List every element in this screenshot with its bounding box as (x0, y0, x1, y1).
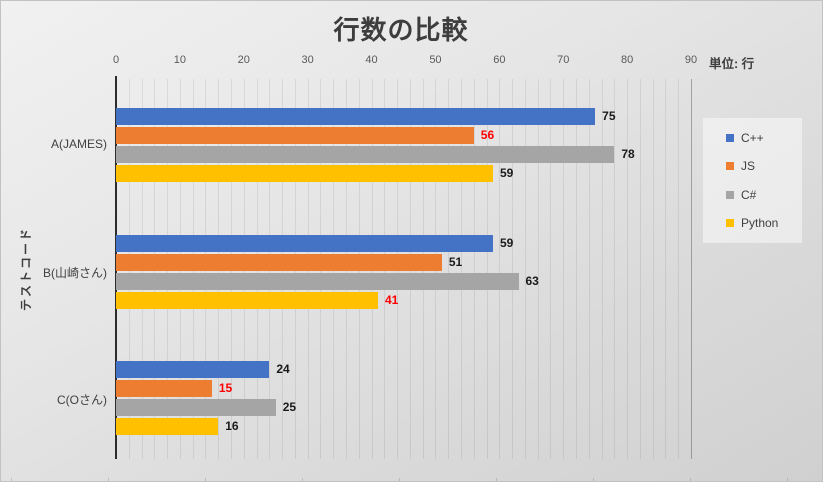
minor-gridline (588, 79, 590, 459)
value-axis-tick-label: 70 (557, 54, 570, 66)
data-label: 56 (480, 128, 495, 142)
bar-c-2[interactable] (116, 399, 276, 417)
unit-label: 単位: 行 (709, 57, 755, 71)
data-label: 59 (499, 166, 514, 180)
minor-gridline (691, 79, 692, 459)
bar-python-0[interactable] (116, 165, 493, 182)
value-axis-tick-label: 20 (237, 54, 250, 66)
worksheet-gridline-tick (593, 478, 594, 481)
minor-gridline (665, 79, 667, 459)
minor-gridline (550, 79, 552, 459)
bar-python-2[interactable] (116, 418, 219, 436)
plot-area: 75 56 78 59 59 51 63 41 24 15 25 16 (115, 76, 698, 459)
legend-marker-icon (726, 162, 734, 171)
minor-gridline (601, 79, 603, 459)
minor-gridline (563, 79, 565, 459)
legend-marker-icon (726, 218, 734, 227)
minor-gridline (678, 79, 680, 459)
minor-gridline (639, 79, 641, 459)
minor-gridline (524, 79, 526, 459)
legend-marker-icon (726, 134, 734, 143)
bar-js-1[interactable] (116, 253, 442, 271)
bar-c-2[interactable] (116, 361, 270, 379)
worksheet-gridline-tick (11, 478, 12, 481)
minor-gridline (537, 79, 539, 459)
worksheet-gridline-tick (399, 478, 400, 481)
worksheet-gridline-tick (302, 478, 303, 481)
minor-gridline (614, 79, 616, 459)
data-label: 25 (282, 400, 297, 415)
legend: C++ JS C# Python (703, 118, 802, 243)
value-axis-tick-label: 30 (301, 54, 314, 66)
legend-item-c[interactable]: C++ (726, 131, 802, 145)
category-label: A(JAMES) (50, 137, 107, 152)
legend-item-c[interactable]: C# (726, 188, 802, 202)
legend-item-label: JS (741, 159, 756, 174)
value-axis-tick-label: 90 (684, 54, 698, 66)
data-label: 63 (525, 273, 539, 288)
value-axis-tick-label: 10 (173, 54, 186, 66)
worksheet-gridline-tick (496, 478, 497, 481)
legend-item-label: Python (741, 215, 779, 230)
value-axis-tick-label: 80 (620, 54, 634, 66)
bar-c-1[interactable] (116, 272, 519, 290)
bar-c-1[interactable] (116, 234, 493, 252)
minor-gridline (576, 79, 577, 459)
worksheet-gridline-tick (787, 478, 788, 481)
legend-item-label: C++ (741, 131, 764, 146)
worksheet-gridline-tick (205, 478, 206, 481)
data-label: 78 (621, 147, 635, 161)
bar-python-1[interactable] (116, 291, 378, 309)
bar-c-0[interactable] (116, 146, 615, 163)
minor-gridline (652, 79, 654, 459)
legend-item-python[interactable]: Python (726, 216, 802, 230)
bar-js-0[interactable] (116, 127, 474, 144)
category-label: C(Oさん) (57, 392, 107, 407)
data-label: 16 (225, 419, 239, 434)
data-label: 59 (499, 235, 514, 250)
worksheet-gridline-tick (108, 478, 109, 481)
worksheet-gridline-tick (690, 478, 691, 481)
data-label: 15 (218, 381, 233, 396)
bar-js-2[interactable] (116, 380, 212, 398)
data-label: 51 (448, 254, 463, 269)
value-axis-tick-label: 0 (112, 54, 120, 66)
bar-c-0[interactable] (116, 108, 596, 125)
category-label: B(山崎さん) (43, 266, 107, 280)
data-label: 24 (276, 362, 290, 377)
minor-gridline (448, 79, 450, 459)
minor-gridline (512, 79, 514, 459)
minor-gridline (473, 79, 475, 459)
minor-gridline (461, 79, 462, 459)
legend-marker-icon (726, 190, 734, 199)
value-axis-tick-label: 60 (493, 54, 506, 66)
chart-title: 行数の比較 (333, 15, 469, 45)
minor-gridline (499, 79, 501, 459)
category-axis-title: テストコード (19, 227, 33, 312)
minor-gridline (486, 79, 488, 459)
data-label: 75 (602, 109, 616, 123)
value-axis-tick-label: 50 (429, 54, 442, 66)
legend-item-js[interactable]: JS (726, 159, 802, 173)
data-label: 41 (384, 292, 399, 307)
legend-item-label: C# (741, 187, 757, 202)
minor-gridline (627, 79, 629, 459)
value-axis-tick-label: 40 (365, 54, 378, 66)
